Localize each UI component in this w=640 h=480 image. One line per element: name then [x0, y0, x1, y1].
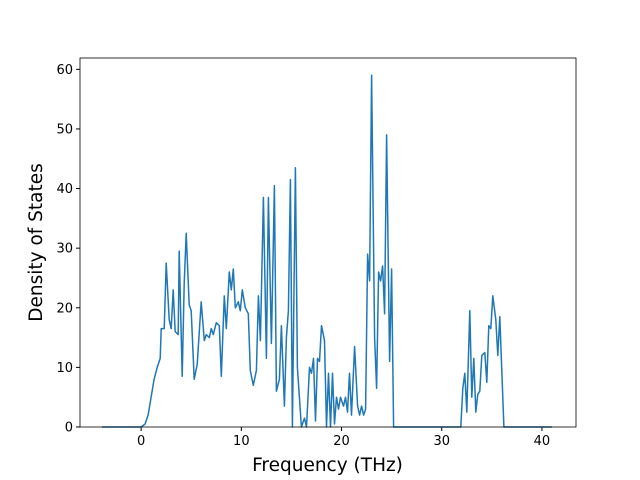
x-tick-label: 0 [137, 434, 145, 449]
x-tick-label: 20 [333, 434, 350, 449]
line [102, 74, 552, 428]
y-tick-label: 10 [56, 361, 73, 376]
x-tick-label: 30 [433, 434, 450, 449]
y-tick-label: 40 [56, 182, 73, 197]
axes-frame [79, 57, 577, 428]
y-tick-label: 30 [56, 242, 73, 257]
y-tick-label: 50 [56, 122, 73, 137]
x-axis-label: Frequency (THz) [252, 455, 403, 476]
y-tick-label: 60 [56, 63, 73, 78]
x-tick-label: 10 [233, 434, 250, 449]
y-tick-label: 20 [56, 301, 73, 316]
x-tick-label: 40 [534, 434, 551, 449]
y-axis-label: Density of States [26, 163, 47, 322]
y-tick-label: 0 [65, 421, 73, 436]
